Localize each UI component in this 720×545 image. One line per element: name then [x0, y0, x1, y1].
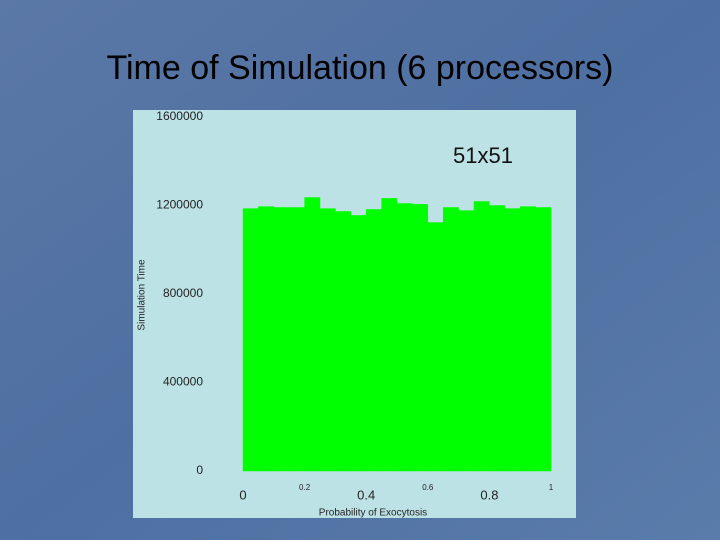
x-tick-label: 0.4 — [357, 487, 375, 502]
y-tick-label: 800000 — [163, 286, 203, 300]
bar — [473, 201, 490, 472]
bar — [335, 211, 352, 472]
bar — [288, 207, 305, 472]
bar — [242, 208, 259, 472]
bar — [258, 206, 275, 472]
y-tick-label: 400000 — [163, 375, 203, 389]
bar — [273, 207, 290, 472]
bar — [412, 204, 429, 472]
y-tick-label: 1200000 — [156, 198, 203, 212]
x-tick-label: 0.6 — [422, 483, 434, 492]
bar — [319, 208, 336, 472]
bar — [350, 215, 367, 472]
x-axis-label: Probability of Exocytosis — [319, 508, 427, 519]
chart-title: 51x51 — [453, 143, 513, 168]
bar — [458, 210, 475, 472]
bar — [489, 205, 506, 472]
bar — [535, 207, 552, 472]
y-tick-label: 0 — [196, 463, 203, 477]
x-tick-label: 0.8 — [480, 487, 498, 502]
bar — [442, 207, 459, 472]
bar — [381, 198, 398, 472]
bar — [304, 197, 321, 472]
slide-title: Time of Simulation (6 processors) — [106, 49, 613, 87]
bar — [365, 209, 382, 472]
bar — [427, 222, 444, 472]
bar — [504, 208, 521, 472]
y-tick-label: 1600000 — [156, 109, 203, 123]
bar — [519, 206, 536, 472]
x-tick-label: 1 — [549, 483, 554, 492]
y-axis-label: Simulation Time — [137, 259, 148, 331]
x-tick-label: 0.2 — [299, 483, 311, 492]
x-tick-label: 0 — [239, 487, 246, 502]
bar — [396, 203, 413, 472]
